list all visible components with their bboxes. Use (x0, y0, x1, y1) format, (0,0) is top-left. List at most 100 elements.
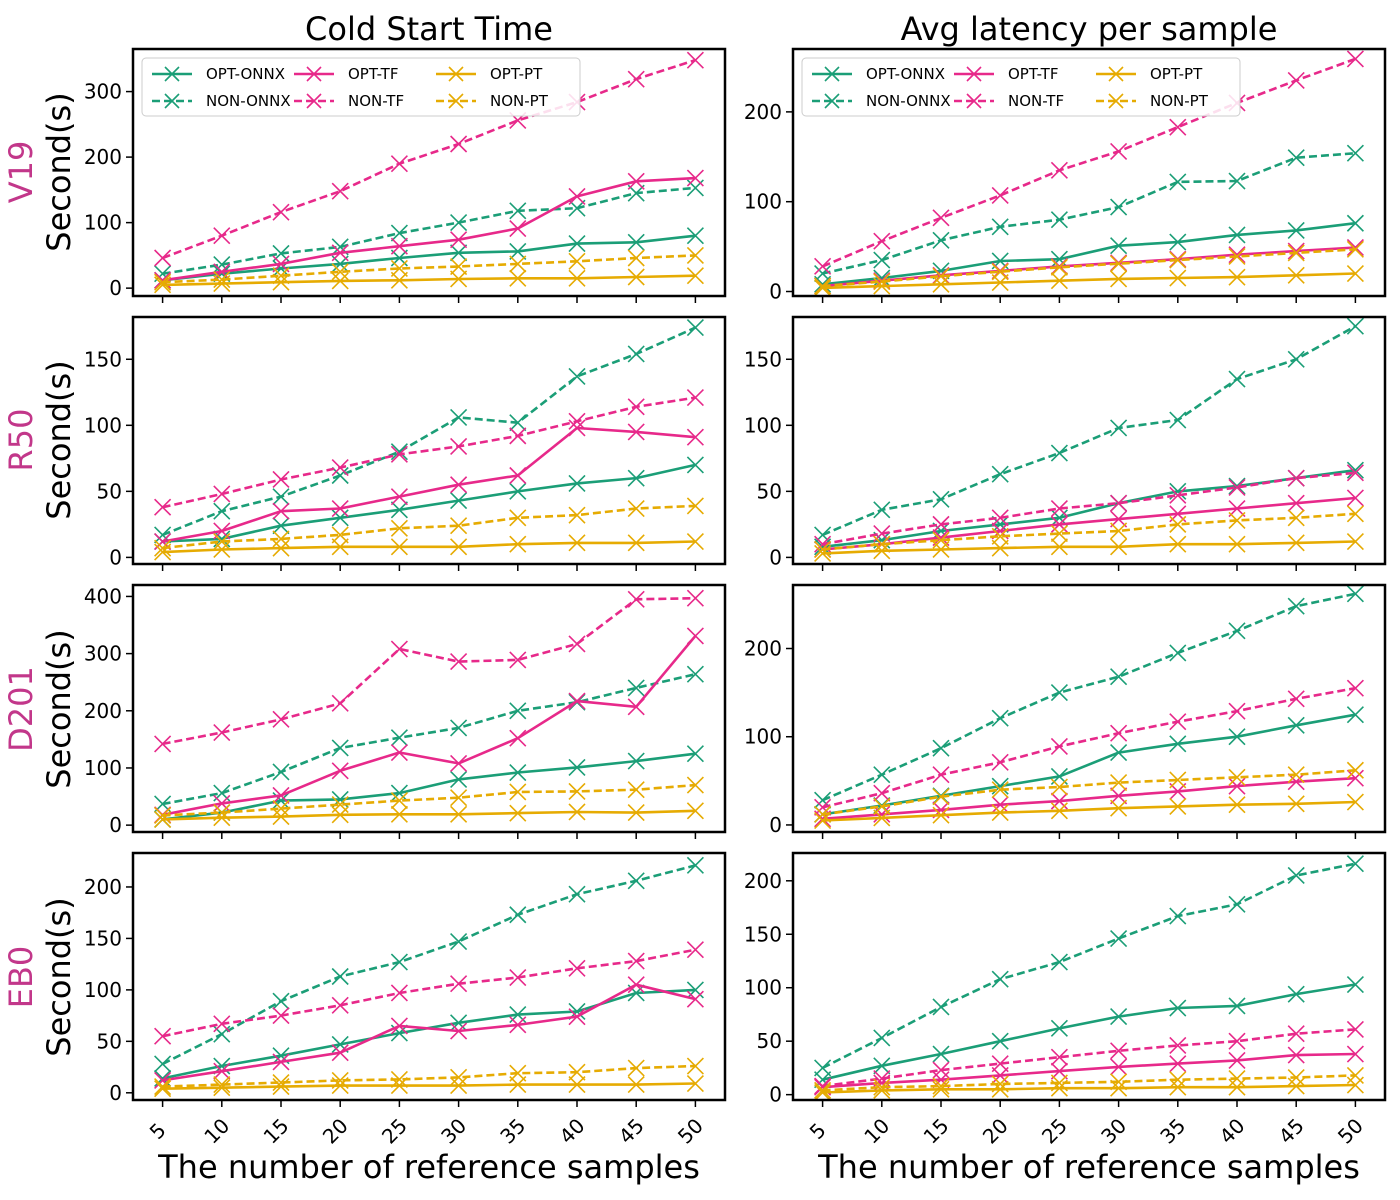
data-point-non-tf (1110, 1042, 1128, 1060)
data-point-non-tf (1346, 679, 1364, 697)
data-point-non-tf (1228, 1032, 1246, 1050)
x-tick-label: 45 (614, 1114, 649, 1149)
legend-label-non-onnx: NON-ONNX (206, 92, 291, 110)
data-point-opt-tf (686, 990, 704, 1008)
data-point-non-onnx (627, 345, 645, 363)
data-point-opt-onnx (568, 758, 586, 776)
data-point-opt-pt (1228, 796, 1246, 814)
data-point-opt-pt (627, 1075, 645, 1094)
data-point-non-pt (568, 252, 586, 270)
series-line-non-onnx (162, 326, 696, 537)
y-tick-label: 300 (84, 642, 122, 666)
x-tick-label: 40 (1215, 1114, 1250, 1149)
data-point-opt-tf (686, 169, 704, 187)
data-point-non-tf (991, 753, 1009, 771)
data-point-opt-tf (1169, 1055, 1187, 1073)
data-point-opt-pt (686, 802, 704, 820)
legend-label-non-pt: NON-PT (490, 92, 549, 110)
data-point-non-pt (154, 273, 172, 291)
data-point-non-pt (627, 499, 645, 518)
data-point-opt-tf (1346, 489, 1364, 507)
chart-panel-d201-avg-latency: 0 100 200 (744, 583, 1387, 839)
chart-panel-eb0-cold-start: 0 50 100 150 200 5 10 15 20 25 30 35 40 45 50 (84, 851, 727, 1149)
data-point-non-pt (932, 531, 950, 549)
data-point-opt-tf (331, 499, 349, 518)
data-point-non-pt (686, 246, 704, 264)
data-point-non-pt (932, 1077, 950, 1095)
plot-frame (791, 583, 1387, 834)
data-point-non-onnx (932, 490, 950, 508)
data-point-non-pt (154, 806, 172, 824)
data-point-opt-tf (272, 502, 290, 520)
data-point-non-pt (331, 526, 349, 544)
data-point-non-tf (627, 952, 645, 970)
legend-label-opt-pt: OPT-PT (490, 65, 543, 83)
data-point-opt-pt (1169, 269, 1187, 287)
y-tick-label: 150 (84, 347, 122, 371)
data-point-non-tf (686, 51, 704, 69)
data-point-non-onnx (991, 970, 1009, 988)
data-point-opt-pt (686, 532, 704, 551)
data-point-opt-pt (509, 269, 527, 287)
data-point-opt-tf (568, 187, 586, 205)
data-point-opt-tf (509, 1016, 527, 1034)
data-point-opt-pt (1169, 1078, 1187, 1096)
data-point-non-onnx (213, 502, 231, 520)
data-point-non-onnx (390, 729, 408, 747)
data-point-opt-tf (390, 1017, 408, 1035)
series-line-non-onnx (822, 862, 1356, 1070)
y-tick-label: 0 (109, 545, 122, 569)
data-point-opt-tf (1346, 769, 1364, 787)
data-point-opt-tf (873, 805, 891, 823)
x-tick-label: 5 (145, 1118, 171, 1144)
data-point-non-tf (1287, 690, 1305, 708)
data-point-non-onnx (331, 466, 349, 485)
data-point-opt-onnx (873, 1057, 891, 1075)
data-point-non-tf (1346, 464, 1364, 482)
y-tick-label: 200 (744, 100, 782, 124)
data-point-non-onnx (814, 1059, 832, 1077)
data-point-opt-onnx (509, 482, 527, 500)
data-point-non-tf (390, 640, 408, 658)
data-point-non-pt (932, 788, 950, 806)
series-line-non-onnx (162, 186, 696, 275)
data-point-opt-pt (814, 811, 832, 830)
data-point-opt-onnx (1110, 1008, 1128, 1026)
series-line-opt-pt (822, 540, 1356, 555)
data-point-non-pt (686, 1057, 704, 1075)
data-point-opt-tf (450, 476, 468, 494)
data-point-non-pt (154, 539, 172, 557)
y-tick-label: 200 (744, 869, 782, 893)
data-point-non-tf (1169, 118, 1187, 136)
y-tick-label: 100 (84, 756, 122, 780)
data-point-non-tf (873, 232, 891, 250)
data-point-non-tf (154, 249, 172, 267)
data-point-non-onnx (509, 414, 527, 432)
data-point-opt-onnx (932, 1045, 950, 1063)
data-point-non-pt (272, 530, 290, 548)
data-point-non-pt (1287, 766, 1305, 784)
data-point-non-pt (154, 1078, 172, 1096)
data-point-opt-onnx (873, 269, 891, 287)
data-point-opt-onnx (450, 1014, 468, 1032)
data-point-non-pt (814, 1081, 832, 1099)
data-point-non-pt (1110, 774, 1128, 792)
series-line-non-onnx (162, 864, 696, 1066)
series-line-non-pt (822, 512, 1356, 551)
data-point-non-tf (154, 1027, 172, 1045)
data-point-opt-onnx (627, 752, 645, 770)
y-tick-label: 200 (744, 637, 782, 661)
data-point-non-pt (1287, 1068, 1305, 1087)
data-point-non-tf (932, 515, 950, 533)
x-tick-label: 20 (978, 1114, 1013, 1149)
series-line-non-pt (162, 1064, 696, 1088)
data-point-non-tf (1228, 478, 1246, 496)
y-tick-label: 0 (109, 1081, 122, 1105)
data-point-opt-onnx (1228, 477, 1246, 495)
data-point-opt-onnx (450, 492, 468, 510)
data-point-non-tf (154, 735, 172, 753)
data-point-opt-pt (213, 540, 231, 559)
data-point-opt-tf (390, 237, 408, 255)
chart-panel-d201-cold-start: 0 100 200 300 400 (84, 583, 727, 839)
data-point-opt-tf (331, 762, 349, 780)
